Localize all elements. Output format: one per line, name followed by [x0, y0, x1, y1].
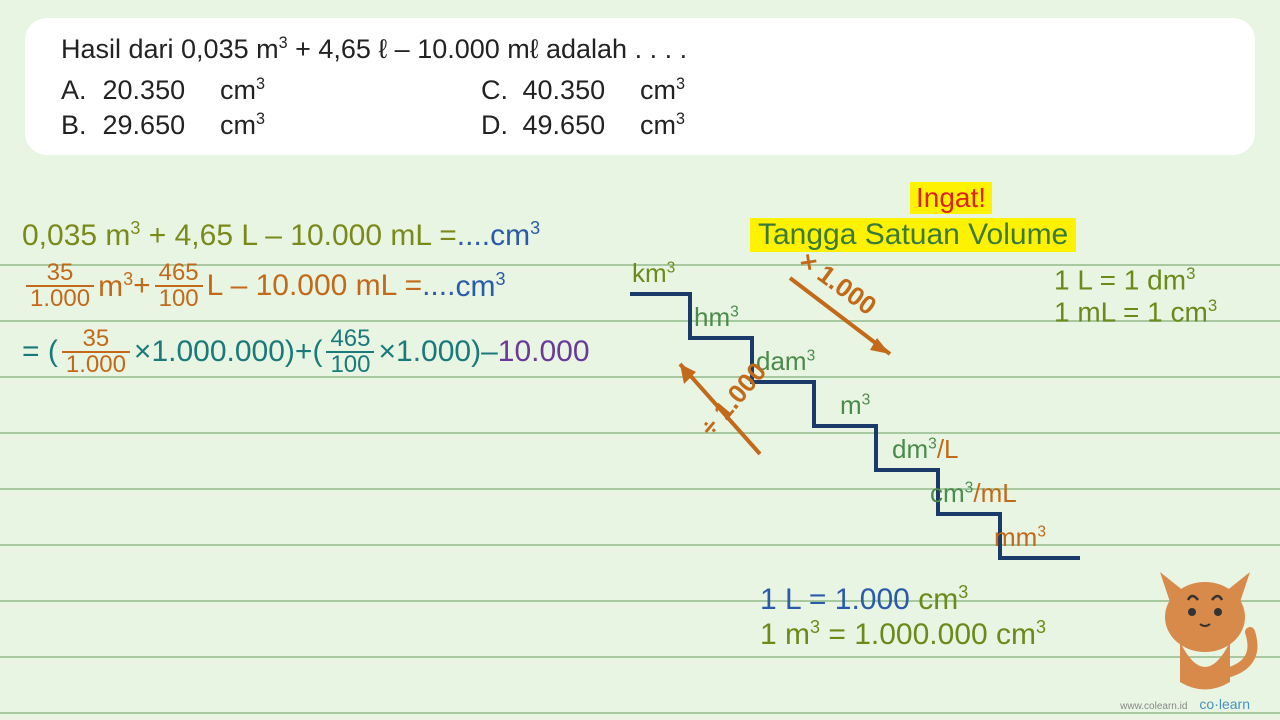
question-tail: + 4,65 ℓ – 10.000 mℓ adalah . . . .	[288, 34, 687, 64]
l2-plus: +	[133, 269, 151, 303]
l2-u1: m	[98, 270, 123, 303]
opt-unit: cm	[640, 75, 676, 105]
l1-part-a: 0,035 m3 + 4,65 L – 10.000 mL =	[22, 218, 457, 253]
option-b: B. 29.650 cm3	[61, 110, 481, 141]
l2-u2: cm	[455, 270, 495, 303]
conv3-a: 1 L = 1.000	[760, 583, 918, 616]
conv4-a: 1 m	[760, 618, 810, 651]
opt-value: 49.650	[523, 110, 633, 141]
conv-m3-cm3: 1 m3 = 1.000.000 cm3	[760, 617, 1046, 652]
conv1-b: dm	[1147, 264, 1186, 295]
stair-label: hm3	[694, 302, 739, 333]
frac-den: 100	[155, 287, 203, 311]
frac-num: 465	[155, 261, 203, 285]
work-area: 0,035 m3 + 4,65 L – 10.000 mL = .... cm3…	[22, 218, 590, 377]
sup-3: 3	[279, 34, 288, 52]
opt-unit: cm	[220, 75, 256, 105]
question-text: Hasil dari 0,035 m3 + 4,65 ℓ – 10.000 mℓ…	[61, 34, 1219, 65]
stairs-diagram: km3hm3dam3m3dm3/Lcm3/mLmm3 × 1.000 ÷ 1.0…	[630, 264, 1100, 579]
sup-3: 3	[676, 110, 685, 128]
frac-num: 35	[79, 327, 114, 351]
footer: www.colearn.id co·learn	[1120, 696, 1250, 712]
work-line-3: = ( 35 1.000 ×1.000.000) + ( 465 100 ×1.…	[22, 327, 590, 377]
l1-unit-txt: cm	[490, 219, 530, 252]
l3-times1: ×1.000.000)	[134, 335, 295, 369]
opt-letter: D.	[481, 110, 515, 141]
footer-url: www.colearn.id	[1120, 701, 1187, 712]
sup-3: 3	[1186, 264, 1195, 283]
question-prefix: Hasil dari 0,035 m	[61, 34, 279, 64]
options-row: A. 20.350 cm3 B. 29.650 cm3 C. 40.350 cm…	[61, 75, 1219, 141]
work-line-2: 35 1.000 m3 + 465 100 L – 10.000 mL = ..…	[22, 261, 590, 311]
option-c: C. 40.350 cm3	[481, 75, 685, 106]
frac-den: 1.000	[26, 287, 94, 311]
sup-3: 3	[530, 218, 540, 238]
l1-unit: cm3	[490, 218, 540, 253]
stair-label: m3	[840, 390, 870, 421]
l1-b: + 4,65 L – 10.000 mL =	[140, 219, 456, 252]
stair-label: dm3/L	[892, 434, 959, 465]
frac-den: 1.000	[62, 353, 130, 377]
conv4-u: cm	[996, 618, 1036, 651]
l2-dots: ....	[422, 269, 455, 303]
sup-3: 3	[123, 269, 133, 289]
opt-value: 29.650	[103, 110, 213, 141]
sup-3: 3	[676, 75, 685, 93]
opt-value: 20.350	[103, 75, 213, 106]
l1-dots: ....	[457, 219, 490, 253]
sup-3: 3	[958, 582, 968, 602]
work-line-1: 0,035 m3 + 4,65 L – 10.000 mL = .... cm3	[22, 218, 590, 253]
frac-den: 100	[326, 353, 374, 377]
frac-35-1000-b: 35 1.000	[62, 327, 130, 377]
l2-unit: cm3	[455, 269, 505, 304]
options-col-2: C. 40.350 cm3 D. 49.650 cm3	[481, 75, 685, 141]
sup-3: 3	[1208, 296, 1217, 315]
option-d: D. 49.650 cm3	[481, 110, 685, 141]
conversion-below: 1 L = 1.000 cm3 1 m3 = 1.000.000 cm3	[760, 582, 1046, 652]
l3-minus: –	[481, 335, 498, 369]
l1-a: 0,035 m	[22, 219, 130, 252]
frac-465-100: 465 100	[155, 261, 203, 311]
opt-value: 40.350	[523, 75, 633, 106]
sup-3: 3	[495, 269, 505, 289]
sup-3: 3	[130, 218, 140, 238]
opt-unit: cm	[640, 110, 676, 140]
l3-times2: ×1.000)	[378, 335, 481, 369]
opt-letter: B.	[61, 110, 95, 141]
stair-label: km3	[632, 258, 675, 289]
option-a: A. 20.350 cm3	[61, 75, 481, 106]
frac-465-100-b: 465 100	[326, 327, 374, 377]
cat-mascot-icon	[1150, 562, 1260, 692]
sup-3: 3	[256, 110, 265, 128]
frac-35-1000: 35 1.000	[26, 261, 94, 311]
l3-plus: +	[295, 335, 313, 369]
sup-3: 3	[810, 617, 820, 637]
l3-eq: = (	[22, 335, 58, 369]
ingat-label: Ingat!	[910, 182, 992, 214]
conv-L-1000cm3: 1 L = 1.000 cm3	[760, 582, 1046, 617]
stair-label: cm3/mL	[930, 478, 1017, 509]
opt-letter: C.	[481, 75, 515, 106]
l3-last: 10.000	[498, 335, 590, 369]
l3-open2: (	[312, 335, 322, 369]
sup-3: 3	[1036, 617, 1046, 637]
question-card: Hasil dari 0,035 m3 + 4,65 ℓ – 10.000 mℓ…	[25, 18, 1255, 155]
stair-label: mm3	[994, 522, 1046, 553]
frac-num: 35	[43, 261, 78, 285]
footer-brand: co·learn	[1199, 696, 1250, 712]
options-col-1: A. 20.350 cm3 B. 29.650 cm3	[61, 75, 481, 141]
frac-num: 465	[326, 327, 374, 351]
opt-unit: cm	[220, 110, 256, 140]
conv3-unit: cm3	[918, 583, 968, 616]
l2-rest: L – 10.000 mL =	[207, 269, 422, 303]
sup-3: 3	[256, 75, 265, 93]
conv4-mid: = 1.000.000	[820, 618, 996, 651]
tangga-title: Tangga Satuan Volume	[750, 218, 1076, 252]
conv3-u: cm	[918, 583, 958, 616]
opt-letter: A.	[61, 75, 95, 106]
conv2-b: cm	[1170, 297, 1207, 328]
l2-m3: m3	[98, 269, 133, 304]
